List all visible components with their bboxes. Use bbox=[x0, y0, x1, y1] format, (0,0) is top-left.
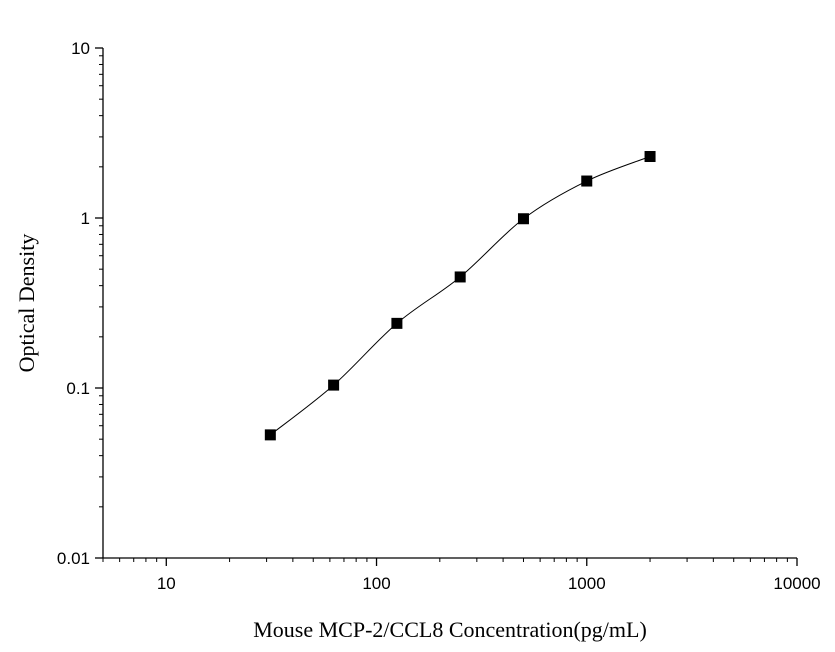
minor-ticks bbox=[99, 55, 788, 562]
tick-labels: 10 100 1000 10000 0.01 0.1 1 10 bbox=[57, 39, 821, 593]
x-axis-title: Mouse MCP-2/CCL8 Concentration(pg/mL) bbox=[253, 617, 647, 642]
x-tick-label: 1000 bbox=[568, 574, 606, 593]
data-point bbox=[581, 175, 593, 187]
data-point bbox=[264, 429, 276, 441]
data-point bbox=[644, 151, 656, 163]
y-tick-label: 1 bbox=[81, 209, 90, 228]
y-tick-label: 0.01 bbox=[57, 549, 90, 568]
x-tick-label: 100 bbox=[362, 574, 390, 593]
data-point bbox=[517, 213, 529, 225]
x-tick-label: 10000 bbox=[773, 574, 820, 593]
data-point bbox=[328, 379, 340, 391]
x-tick-label: 10 bbox=[157, 574, 176, 593]
data-point bbox=[454, 271, 466, 283]
y-tick-label: 10 bbox=[71, 39, 90, 58]
y-axis-title: Optical Density bbox=[14, 234, 39, 373]
fit-curve bbox=[270, 156, 651, 436]
major-ticks bbox=[95, 47, 798, 566]
axes bbox=[102, 48, 797, 559]
fit-curve-group bbox=[270, 156, 651, 436]
data-points bbox=[264, 151, 656, 441]
data-point bbox=[391, 317, 403, 329]
y-tick-label: 0.1 bbox=[66, 379, 90, 398]
